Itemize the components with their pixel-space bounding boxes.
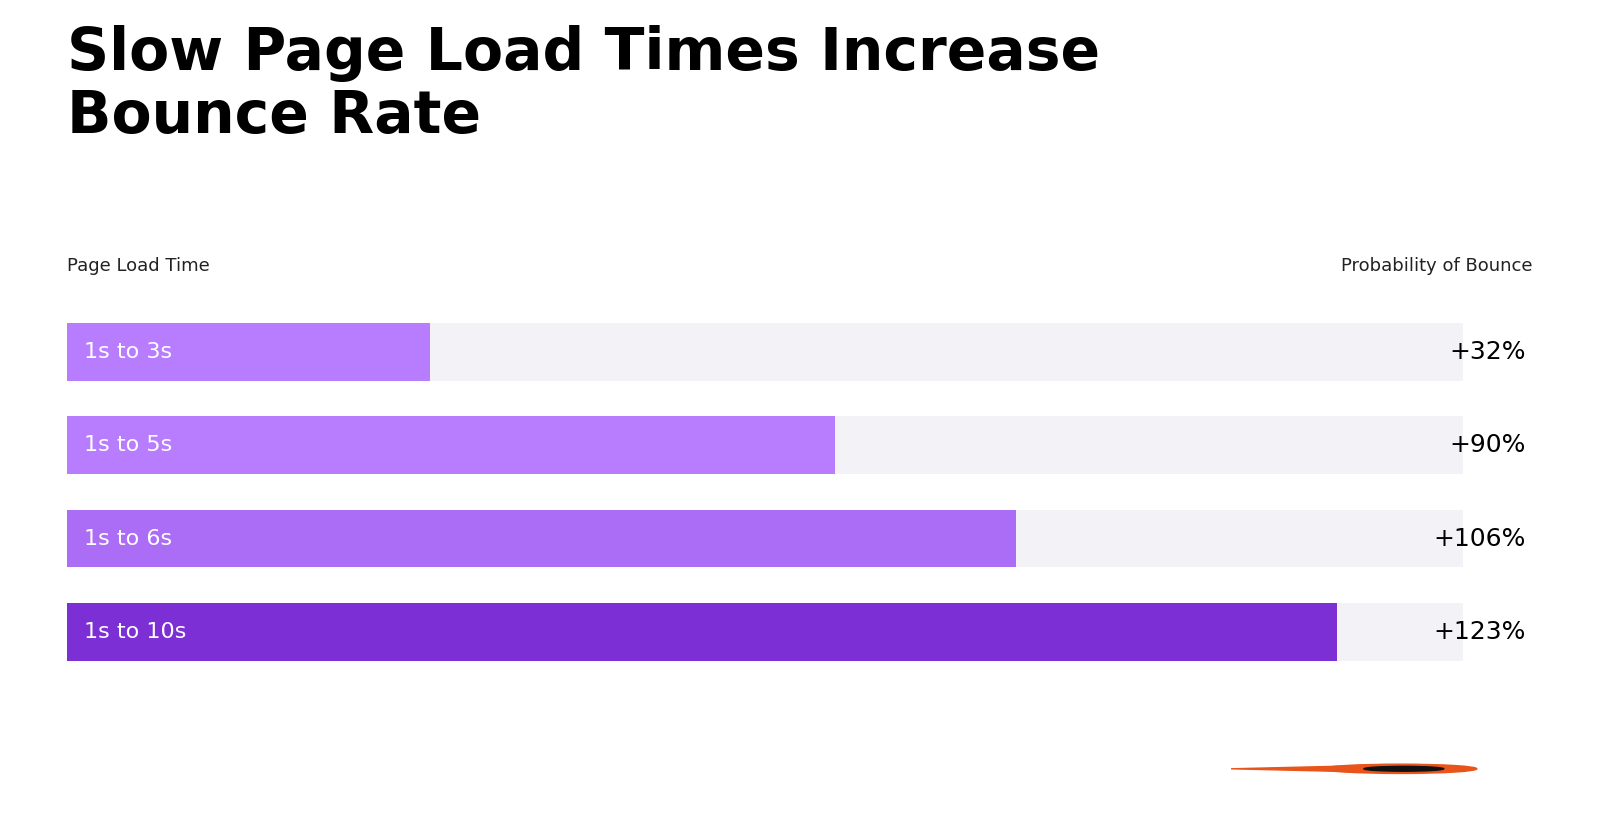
Text: +106%: +106% bbox=[1434, 526, 1526, 551]
Polygon shape bbox=[1230, 766, 1378, 772]
Text: 1s to 10s: 1s to 10s bbox=[83, 622, 186, 642]
Text: +123%: +123% bbox=[1434, 620, 1526, 644]
FancyBboxPatch shape bbox=[67, 510, 1016, 568]
Text: +32%: +32% bbox=[1450, 340, 1526, 364]
Text: Page Load Time: Page Load Time bbox=[67, 257, 210, 275]
FancyBboxPatch shape bbox=[67, 603, 1338, 661]
Text: Probability of Bounce: Probability of Bounce bbox=[1341, 257, 1533, 275]
Circle shape bbox=[1363, 766, 1443, 771]
Text: SEMRUSH: SEMRUSH bbox=[1365, 754, 1533, 784]
FancyBboxPatch shape bbox=[67, 603, 1462, 661]
Text: semrush.com: semrush.com bbox=[67, 759, 198, 779]
Text: Slow Page Load Times Increase
Bounce Rate: Slow Page Load Times Increase Bounce Rat… bbox=[67, 25, 1101, 145]
FancyBboxPatch shape bbox=[67, 323, 430, 381]
Circle shape bbox=[1323, 764, 1477, 774]
FancyBboxPatch shape bbox=[67, 323, 1462, 381]
FancyBboxPatch shape bbox=[67, 416, 835, 474]
Text: 1s to 6s: 1s to 6s bbox=[83, 529, 173, 548]
Text: +90%: +90% bbox=[1450, 433, 1526, 458]
Text: 1s to 5s: 1s to 5s bbox=[83, 435, 173, 455]
Text: 1s to 3s: 1s to 3s bbox=[83, 342, 173, 362]
FancyBboxPatch shape bbox=[67, 416, 1462, 474]
FancyBboxPatch shape bbox=[67, 510, 1462, 568]
